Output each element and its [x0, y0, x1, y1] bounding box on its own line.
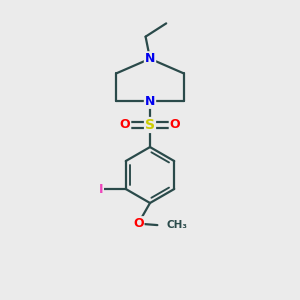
Text: N: N: [145, 52, 155, 65]
Text: N: N: [145, 95, 155, 108]
Text: I: I: [98, 182, 103, 196]
Text: O: O: [120, 118, 130, 131]
Text: O: O: [170, 118, 180, 131]
Text: S: S: [145, 118, 155, 132]
Text: CH₃: CH₃: [166, 220, 187, 230]
Text: O: O: [133, 217, 143, 230]
